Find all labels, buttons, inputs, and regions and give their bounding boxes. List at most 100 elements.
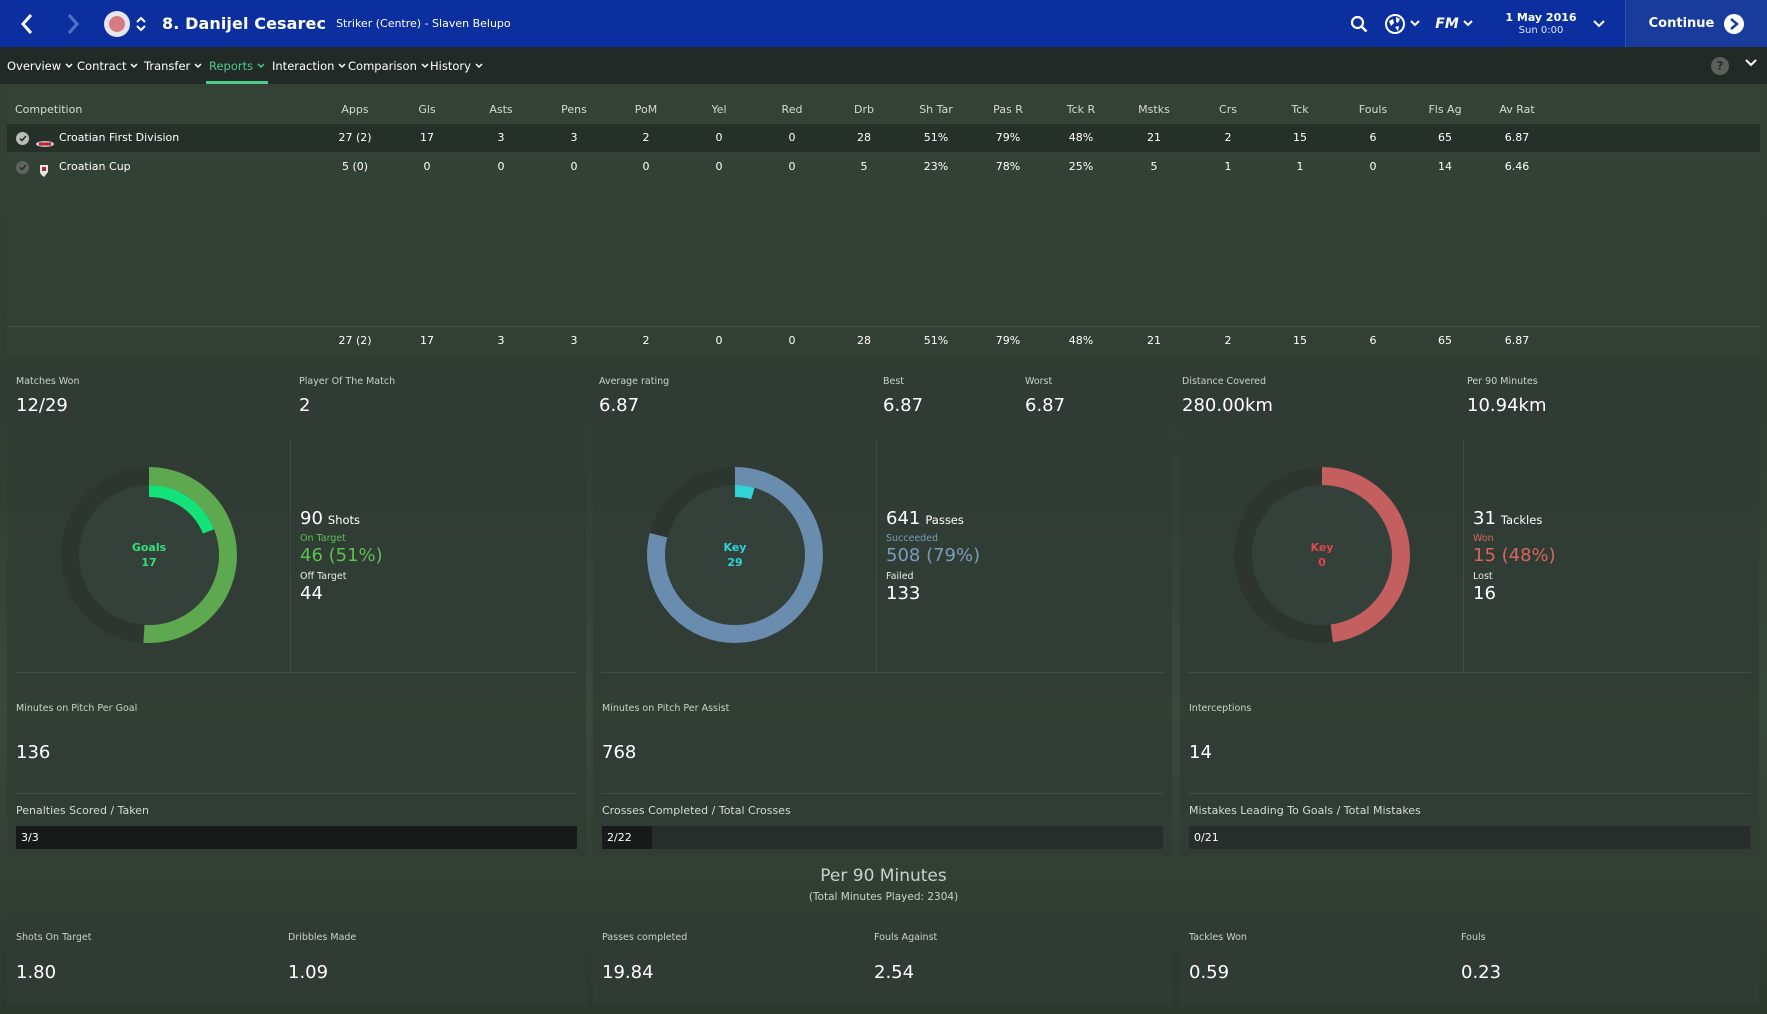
chevron-down-icon[interactable] <box>1593 19 1605 28</box>
stat-cell: 17 <box>420 334 434 347</box>
per90-stat-label: Passes completed <box>602 932 688 943</box>
forward-button[interactable] <box>56 0 90 47</box>
club-badge-icon[interactable] <box>104 10 130 37</box>
continue-button[interactable]: Continue <box>1625 0 1767 47</box>
column-header[interactable]: Apps <box>341 103 369 116</box>
competition-logo-icon <box>35 132 54 147</box>
donut-inner <box>1252 485 1392 625</box>
player-name: 8. Danijel Cesarec <box>162 14 327 33</box>
column-header[interactable]: Pas R <box>993 103 1023 116</box>
column-header[interactable]: Av Rat <box>1499 103 1535 116</box>
donut-center-label: Key 0 <box>1216 449 1428 661</box>
column-header[interactable]: Yel <box>711 103 727 116</box>
player-switcher[interactable] <box>134 11 148 37</box>
tab-reports[interactable]: Reports <box>202 47 272 84</box>
column-header[interactable]: Competition <box>15 103 83 116</box>
tab-label: Reports <box>209 58 254 73</box>
back-button[interactable] <box>10 0 44 47</box>
competition-cell[interactable]: Croatian First Division <box>16 124 179 152</box>
column-header[interactable]: Tck R <box>1066 103 1096 116</box>
stat-primary-label: On Target <box>300 533 346 544</box>
stat-cell: 0 <box>788 160 796 173</box>
ratio-bar-fill <box>602 826 653 849</box>
search-button[interactable] <box>1341 0 1377 47</box>
competition-stats-table: Competition Apps Gls Asts Pens PoM Yel Red Drb Sh… <box>7 91 1760 356</box>
tab-transfer[interactable]: Transfer <box>137 47 209 84</box>
stat-secondary-label: Lost <box>1473 571 1493 582</box>
stat-cell: 6.87 <box>1504 334 1530 347</box>
divider <box>601 793 1164 794</box>
tab-label: Transfer <box>144 58 191 73</box>
stat-cell: 21 <box>1147 131 1161 144</box>
fm-menu-button[interactable]: FM <box>1427 0 1481 47</box>
column-header[interactable]: Fls Ag <box>1428 103 1462 116</box>
per90-distance-value: 10.94km <box>1467 395 1547 416</box>
worst-rating-value: 6.87 <box>1025 395 1066 416</box>
stat-primary-label: Won <box>1473 533 1494 544</box>
matches-won-value: 12/29 <box>16 395 68 416</box>
stat-cell: 65 <box>1438 131 1452 144</box>
competition-name: Croatian Cup <box>59 160 131 173</box>
summary-panel-distance: Distance Covered 280.00km Per 90 Minutes… <box>1174 366 1760 428</box>
per-stat-value: 14 <box>1189 742 1212 763</box>
column-header[interactable]: Fouls <box>1358 103 1388 116</box>
tab-overview[interactable]: Overview <box>0 47 80 84</box>
stat-cell: 2 <box>642 334 650 347</box>
donut-center-label: Key 29 <box>629 449 841 661</box>
stat-cell: 27 (2) <box>338 334 372 347</box>
per90-stat-label: Dribbles Made <box>288 932 357 943</box>
column-header[interactable]: Gls <box>418 103 436 116</box>
stat-cell: 17 <box>420 131 434 144</box>
ratio-bar-value: 0/21 <box>1194 831 1219 844</box>
column-header[interactable]: Drb <box>854 103 874 116</box>
tab-contract[interactable]: Contract <box>70 47 145 84</box>
stat-cell: 28 <box>857 131 871 144</box>
stat-total-label: Passes <box>925 513 964 527</box>
column-header[interactable]: Mstks <box>1138 103 1170 116</box>
ratio-bar: 3/3 <box>16 826 577 849</box>
column-header[interactable]: Asts <box>489 103 513 116</box>
divider <box>290 440 291 672</box>
chevron-down-icon <box>65 62 73 68</box>
pom-label: Player Of The Match <box>299 376 396 387</box>
stat-cell: 6 <box>1369 334 1377 347</box>
tab-label: Overview <box>7 58 62 73</box>
tab-history[interactable]: History <box>423 47 490 84</box>
tab-interaction[interactable]: Interaction <box>265 47 353 84</box>
game-date[interactable]: 1 May 2016 Sun 0:00 <box>1491 11 1591 37</box>
donut-main-arc <box>647 467 823 643</box>
column-header[interactable]: Crs <box>1219 103 1237 116</box>
competition-name: Croatian First Division <box>59 131 180 144</box>
stat-primary-value: 508 (79%) <box>886 545 981 566</box>
tab-comparison[interactable]: Comparison <box>341 47 436 84</box>
divider <box>876 440 877 672</box>
divider <box>15 672 578 673</box>
column-header[interactable]: PoM <box>634 103 658 116</box>
table-row[interactable]: Croatian Cup 5 (0) 0 0 0 0 0 0 5 23% 78% 25% 5 1 1 0 14 6… <box>7 153 1760 181</box>
column-header[interactable]: Tck <box>1291 103 1309 116</box>
per90-subtitle: (Total Minutes Played: 2304) <box>808 891 959 903</box>
column-header[interactable]: Red <box>781 103 803 116</box>
chevron-down-icon <box>421 62 429 68</box>
donut-center-title: Key <box>1310 541 1334 554</box>
competition-cell[interactable]: Croatian Cup <box>16 153 131 181</box>
stat-cell: 0 <box>642 160 650 173</box>
per90-stat-value: 1.09 <box>288 962 329 983</box>
chevron-down-icon[interactable] <box>1745 59 1757 67</box>
donut-center-value: 29 <box>727 556 743 569</box>
per90-title: Per 90 Minutes <box>820 866 947 886</box>
chevron-down-icon <box>1463 20 1473 27</box>
avg-rating-label: Average rating <box>599 376 670 387</box>
stat-secondary-label: Off Target <box>300 571 347 582</box>
world-button[interactable] <box>1377 0 1427 47</box>
table-row[interactable]: Croatian First Division 27 (2) 17 3 3 2 0 0 28 51… <box>7 124 1760 152</box>
column-header[interactable]: Sh Tar <box>919 103 953 116</box>
tab-label: Comparison <box>348 58 417 73</box>
stat-cell: 3 <box>497 334 505 347</box>
divider <box>15 793 578 794</box>
distance-label: Distance Covered <box>1182 376 1267 387</box>
best-rating-value: 6.87 <box>883 395 924 416</box>
per90-panel: Shots On Target 1.80 Dribbles Made 1.09 <box>7 908 586 1006</box>
column-header[interactable]: Pens <box>561 103 587 116</box>
help-icon[interactable]: ? <box>1711 57 1729 75</box>
